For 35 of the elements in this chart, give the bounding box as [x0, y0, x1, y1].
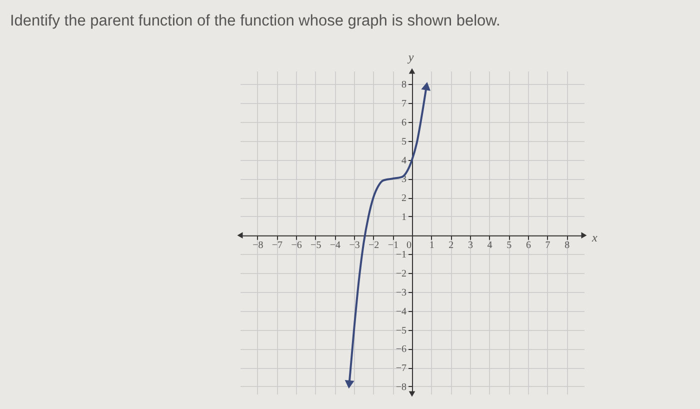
y-axis-title: y: [407, 50, 414, 64]
y-tick-label: 1: [402, 212, 406, 223]
y-tick-label: −1: [396, 250, 406, 261]
y-tick-label: 4: [402, 155, 406, 166]
y-tick-label: −2: [396, 268, 406, 280]
y-tick-label: 8: [402, 80, 406, 91]
x-tick-label: −4: [330, 240, 341, 251]
x-tick-label: 7: [545, 240, 550, 251]
x-tick-label: 4: [487, 240, 492, 251]
x-tick-label: 1: [429, 240, 434, 251]
x-tick-label: −6: [291, 240, 302, 251]
x-tick-label: −8: [252, 240, 264, 251]
x-tick-label: 5: [506, 240, 512, 251]
x-tick-label: 3: [468, 240, 473, 251]
x-tick-label: −5: [310, 240, 322, 251]
y-tick-label: −3: [396, 288, 406, 298]
y-tick-label: −7: [396, 363, 406, 374]
y-tick-label: −5: [396, 325, 406, 336]
y-tick-label: 2: [402, 193, 406, 204]
y-tick-label: −6: [396, 344, 406, 356]
x-tick-label: 6: [526, 240, 531, 251]
x-tick-label: −2: [368, 240, 380, 251]
y-tick-label: 5: [402, 136, 406, 148]
x-tick-label: −3: [349, 240, 360, 251]
chart-title: Identify the parent function of the function whose graph is shown below.: [10, 12, 500, 30]
y-tick-label: −8: [396, 382, 406, 393]
x-tick-label: −1: [388, 240, 398, 251]
x-tick-label: 0: [406, 240, 412, 251]
y-tick-label: 6: [402, 118, 406, 128]
y-tick-label: 7: [402, 98, 406, 110]
y-tick-label: −4: [396, 306, 406, 318]
x-tick-label: −7: [272, 240, 283, 251]
x-axis-title: x: [591, 230, 598, 244]
x-tick-label: 8: [564, 240, 570, 251]
x-tick-label: 2: [448, 240, 454, 251]
